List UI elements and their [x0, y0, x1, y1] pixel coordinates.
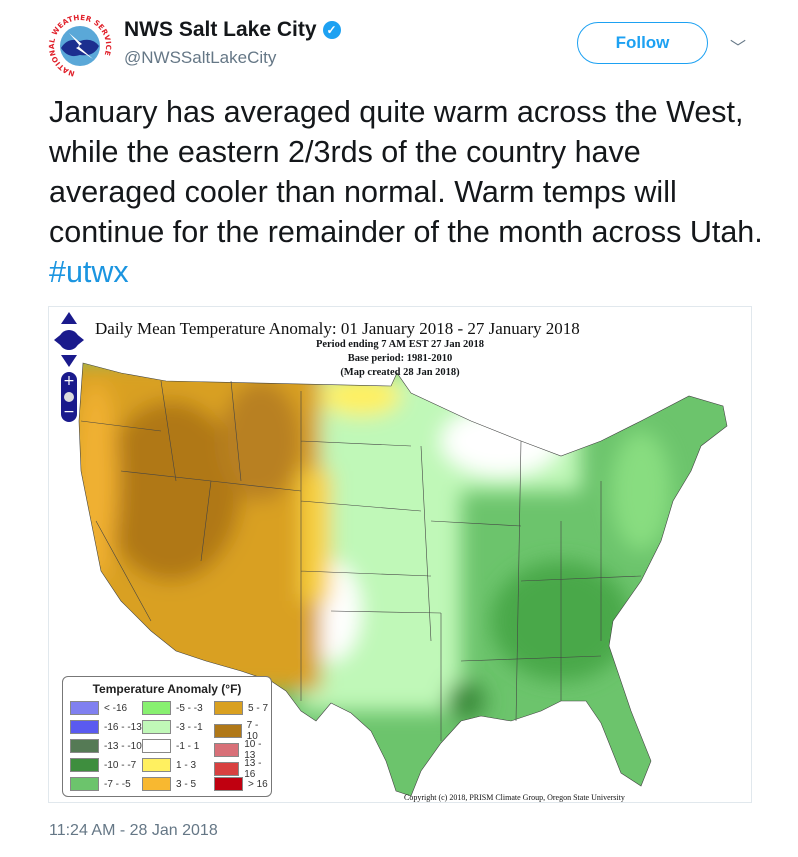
legend-item: -5 - -3: [142, 701, 203, 715]
legend-item: < -16: [70, 701, 127, 715]
legend-label: -7 - -5: [104, 778, 131, 790]
tweet-text: January has averaged quite warm across t…: [49, 95, 763, 289]
avatar[interactable]: NATIONAL WEATHER SERVICE: [48, 14, 112, 78]
legend-swatch: [70, 739, 99, 753]
verified-badge-icon: ✓: [322, 21, 341, 39]
legend-swatch: [214, 724, 242, 738]
svg-text:+: +: [63, 373, 75, 389]
temperature-anomaly-map: [78, 362, 728, 797]
legend-label: -3 - -1: [176, 721, 203, 733]
legend-swatch: [70, 720, 99, 734]
legend-swatch: [70, 777, 99, 791]
legend-item: -13 - -10: [70, 739, 142, 753]
legend-label: 10 - 13: [244, 739, 262, 761]
legend-swatch: [214, 701, 243, 715]
legend-swatch: [142, 720, 171, 734]
legend-swatch: [70, 701, 99, 715]
legend-label: 13 - 16: [244, 758, 262, 780]
legend-swatch: [142, 758, 171, 772]
legend-swatch: [142, 701, 171, 715]
legend-label: < -16: [104, 702, 128, 714]
follow-button[interactable]: Follow: [577, 22, 708, 64]
anomaly-fill: [79, 363, 727, 796]
legend-swatch: [70, 758, 99, 772]
map-created: (Map created 28 Jan 2018): [340, 367, 460, 378]
map-pan-zoom-control[interactable]: + −: [54, 312, 84, 422]
legend-item: 3 - 5: [142, 777, 196, 791]
legend-item: 10 - 13: [214, 739, 271, 761]
legend-label: -10 - -7: [104, 759, 137, 771]
legend-swatch: [214, 743, 240, 757]
legend-item: -7 - -5: [70, 777, 131, 791]
legend-swatch: [214, 762, 240, 776]
tweet-timestamp[interactable]: 11:24 AM - 28 Jan 2018: [49, 822, 218, 839]
legend-label: 3 - 5: [176, 778, 197, 790]
svg-text:−: −: [63, 404, 75, 420]
legend-item: -10 - -7: [70, 758, 136, 772]
legend-label: -5 - -3: [176, 702, 203, 714]
legend-label: 7 - 10: [246, 720, 259, 742]
legend-item: -16 - -13: [70, 720, 142, 734]
legend-item: -3 - -1: [142, 720, 203, 734]
legend-item: -1 - 1: [142, 739, 199, 753]
legend-title: Temperature Anomaly (°F): [92, 682, 242, 696]
map-base-period: Base period: 1981-2010: [347, 353, 453, 364]
legend-item: 13 - 16: [214, 758, 271, 780]
legend-label: > 16: [248, 778, 268, 790]
author-handle[interactable]: @NWSSaltLakeCity: [124, 48, 277, 67]
state-borders: [78, 362, 728, 797]
map-copyright: Copyright (c) 2018, PRISM Climate Group,…: [404, 793, 625, 802]
legend-label: 1 - 3: [176, 759, 197, 771]
map-period: Period ending 7 AM EST 27 Jan 2018: [315, 339, 485, 350]
map-title: Daily Mean Temperature Anomaly: 01 Janua…: [95, 319, 580, 338]
legend-label: 5 - 7: [248, 702, 269, 714]
legend-item: 7 - 10: [214, 720, 271, 742]
legend-swatch: [142, 739, 171, 753]
legend-item: 1 - 3: [142, 758, 196, 772]
tweet-image[interactable]: [48, 306, 752, 803]
legend-label: -16 - -13: [104, 721, 142, 733]
legend-item: > 16: [214, 777, 268, 791]
legend-item: 5 - 7: [214, 701, 268, 715]
legend-label: -13 - -10: [104, 740, 142, 752]
legend-label: -1 - 1: [176, 740, 200, 752]
chevron-down-icon[interactable]: ﹀: [730, 40, 747, 57]
map-legend: Temperature Anomaly (°F) < -16 -16 - -13 -…: [62, 676, 272, 797]
legend-swatch: [142, 777, 171, 791]
author-name[interactable]: NWS Salt Lake City ✓: [124, 18, 341, 42]
legend-swatch: [214, 777, 243, 791]
hashtag-link[interactable]: #utwx: [49, 255, 129, 289]
nws-logo-icon: NATIONAL WEATHER SERVICE: [48, 14, 112, 78]
